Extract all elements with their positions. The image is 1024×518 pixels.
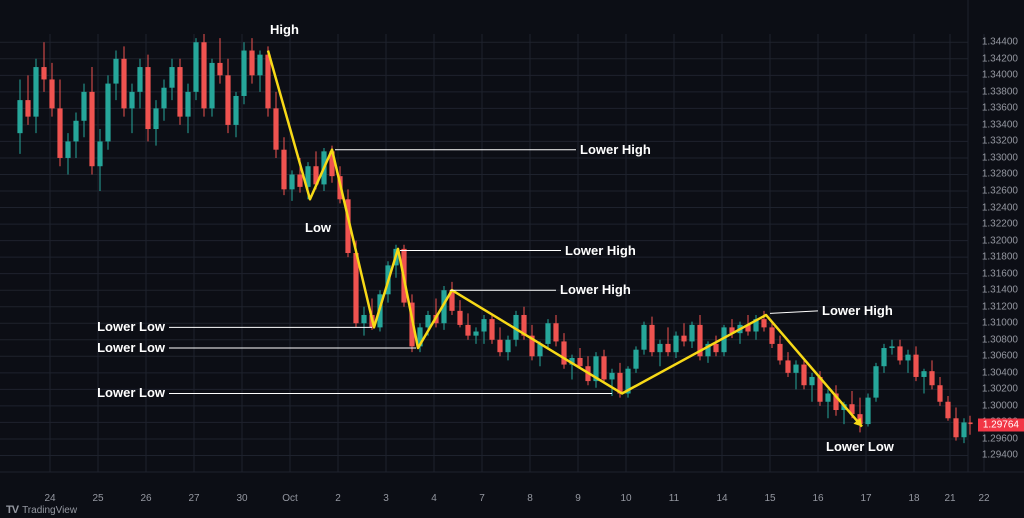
x-tick: 22 (978, 493, 989, 504)
annotation-label: Lower Low (826, 439, 894, 454)
x-tick: 21 (944, 493, 955, 504)
annotation-label: Lower Low (70, 340, 165, 355)
x-tick: 15 (764, 493, 775, 504)
y-tick: 1.31400 (982, 285, 1018, 296)
x-tick: 3 (383, 493, 389, 504)
x-tick: 7 (479, 493, 485, 504)
x-tick: 4 (431, 493, 437, 504)
y-tick: 1.34400 (982, 37, 1018, 48)
x-tick: 8 (527, 493, 533, 504)
y-tick: 1.31600 (982, 268, 1018, 279)
y-tick: 1.31800 (982, 252, 1018, 263)
y-tick: 1.33800 (982, 86, 1018, 97)
annotation-label: Low (305, 220, 331, 235)
annotation-label: Lower Low (70, 319, 165, 334)
y-tick: 1.33000 (982, 152, 1018, 163)
y-tick: 1.29400 (982, 450, 1018, 461)
x-tick: 10 (620, 493, 631, 504)
y-tick: 1.32200 (982, 219, 1018, 230)
x-tick: 16 (812, 493, 823, 504)
y-tick: 1.33600 (982, 103, 1018, 114)
x-tick: 24 (44, 493, 55, 504)
annotation-label: Lower High (580, 142, 651, 157)
x-tick: 9 (575, 493, 581, 504)
x-tick: 27 (188, 493, 199, 504)
y-tick: 1.30200 (982, 384, 1018, 395)
watermark-text: TradingView (22, 505, 77, 516)
y-tick: 1.32600 (982, 186, 1018, 197)
y-tick: 1.29600 (982, 433, 1018, 444)
y-tick: 1.32800 (982, 169, 1018, 180)
tradingview-watermark: ⁠TV TradingView (6, 504, 77, 516)
y-tick: 1.32000 (982, 235, 1018, 246)
annotation-label: High (270, 22, 299, 37)
y-axis: 1.34400 1.34200 1.34000 1.33800 1.33600 1.334… (968, 0, 1024, 472)
y-tick: 1.30400 (982, 367, 1018, 378)
x-tick: 2 (335, 493, 341, 504)
y-tick: 1.33200 (982, 136, 1018, 147)
y-tick: 1.30000 (982, 400, 1018, 411)
annotation-label: Lower High (822, 303, 893, 318)
annotation-label: Lower High (565, 243, 636, 258)
y-tick: 1.31000 (982, 318, 1018, 329)
last-price-badge: 1.29764 (978, 419, 1024, 432)
tradingview-icon: ⁠TV (6, 504, 18, 516)
x-tick: 18 (908, 493, 919, 504)
y-tick: 1.32400 (982, 202, 1018, 213)
x-tick: 26 (140, 493, 151, 504)
x-tick: Oct (282, 493, 298, 504)
y-tick: 1.34000 (982, 70, 1018, 81)
y-tick: 1.34200 (982, 53, 1018, 64)
chart-root: oreoluwa_fakolujo published on TradingVi… (0, 0, 1024, 518)
y-tick: 1.30800 (982, 334, 1018, 345)
annotation-label: Lower Low (70, 385, 165, 400)
x-tick: 30 (236, 493, 247, 504)
annotation-label: Lower High (560, 282, 631, 297)
x-tick: 14 (716, 493, 727, 504)
y-tick: 1.33400 (982, 119, 1018, 130)
x-axis: 2425262730Oct234789101114151617182122 (0, 486, 968, 504)
x-tick: 11 (669, 493, 679, 504)
x-tick: 17 (860, 493, 871, 504)
y-tick: 1.30600 (982, 351, 1018, 362)
y-tick: 1.31200 (982, 301, 1018, 312)
x-tick: 25 (92, 493, 103, 504)
